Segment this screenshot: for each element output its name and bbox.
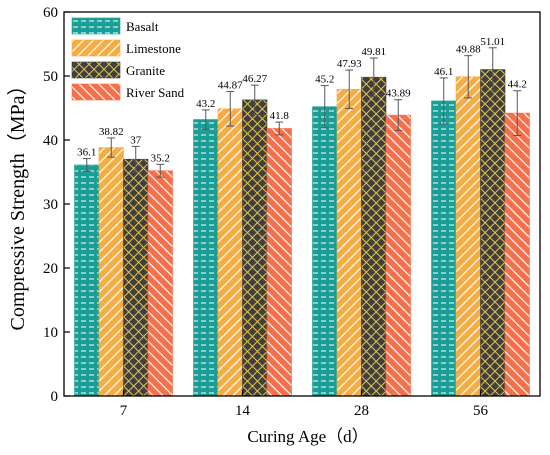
bar: [123, 158, 149, 397]
legend-swatch: [71, 61, 121, 79]
bar: [217, 108, 243, 397]
bar: [480, 69, 506, 397]
y-tick-label: 50: [43, 69, 58, 85]
data-label: 41.8: [270, 110, 290, 122]
legend-label: Limestone: [126, 41, 181, 56]
data-label: 46.1: [434, 66, 453, 78]
x-tick-label: 14: [235, 403, 251, 419]
data-label: 44.87: [218, 80, 243, 92]
data-label: 44.2: [508, 79, 527, 91]
y-tick-label: 10: [43, 325, 58, 341]
legend-label: Basalt: [126, 19, 159, 34]
bar: [431, 100, 457, 397]
data-label: 36.1: [77, 147, 96, 159]
data-label: 43.89: [386, 88, 411, 100]
y-tick-label: 20: [43, 261, 58, 277]
y-tick-label: 40: [43, 133, 58, 149]
y-tick-label: 60: [43, 5, 58, 21]
data-label: 45.2: [315, 74, 334, 86]
data-label: 49.88: [456, 44, 481, 56]
bar: [74, 164, 100, 397]
bar: [242, 99, 268, 397]
legend-swatch: [71, 83, 121, 101]
x-axis-title: Curing Age（d）: [247, 427, 368, 446]
data-label: 51.01: [480, 36, 505, 48]
data-label: 37: [130, 134, 142, 146]
legend-swatch: [71, 39, 121, 57]
bar: [312, 106, 338, 397]
legend-swatch: [71, 17, 121, 35]
bar: [361, 76, 387, 397]
x-tick-label: 56: [473, 403, 489, 419]
bar: [504, 112, 530, 397]
y-axis-title: Compressive Strength（MPa）: [6, 76, 29, 331]
bar: [193, 119, 219, 397]
bar: [336, 88, 362, 397]
bar: [266, 128, 292, 397]
data-label: 46.27: [242, 73, 267, 85]
legend-label: Granite: [126, 63, 165, 78]
x-tick-label: 28: [354, 403, 369, 419]
bar: [455, 76, 481, 397]
data-label: 43.2: [196, 98, 215, 110]
y-tick-label: 0: [51, 389, 59, 405]
y-tick-label: 30: [43, 197, 58, 213]
bar: [385, 114, 411, 397]
data-label: 38.82: [99, 126, 124, 138]
data-label: 49.81: [361, 46, 386, 58]
data-label: 47.93: [337, 58, 362, 70]
data-label: 35.2: [151, 152, 170, 164]
x-tick-label: 7: [120, 403, 128, 419]
bar: [147, 170, 173, 397]
legend-label: River Sand: [126, 85, 185, 100]
bar: [98, 147, 124, 397]
